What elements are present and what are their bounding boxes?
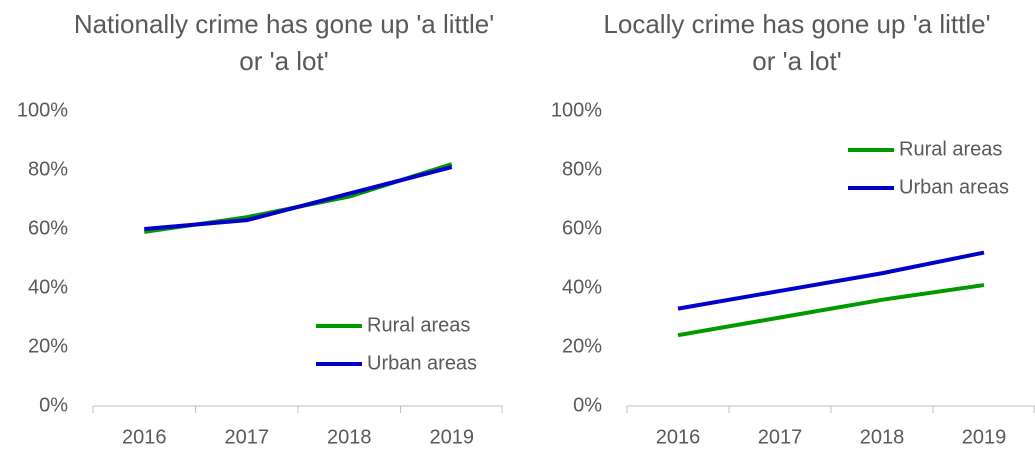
x-tick-label: 2019	[962, 426, 1007, 448]
y-tick-label: 80%	[28, 158, 68, 180]
x-tick-label: 2018	[327, 426, 372, 448]
y-tick-label: 40%	[28, 276, 68, 298]
y-tick-label: 0%	[39, 394, 68, 416]
y-tick-label: 80%	[562, 158, 602, 180]
x-tick-label: 2016	[656, 426, 701, 448]
series-line	[144, 165, 453, 231]
y-tick-label: 60%	[562, 217, 602, 239]
x-tick-label: 2016	[122, 426, 167, 448]
legend-label: Urban areas	[899, 176, 1009, 198]
x-tick-label: 2017	[225, 426, 270, 448]
y-tick-label: 100%	[551, 99, 602, 121]
y-tick-label: 20%	[562, 335, 602, 357]
x-tick-label: 2017	[758, 426, 803, 448]
y-tick-label: 20%	[28, 335, 68, 357]
y-tick-label: 60%	[28, 217, 68, 239]
series-line	[143, 162, 453, 234]
chart-title: Nationally crime has gone up 'a little' …	[73, 9, 495, 76]
legend-label: Rural areas	[367, 314, 470, 336]
chart-title: Locally crime has gone up 'a little' or …	[603, 9, 991, 76]
x-tick-label: 2019	[430, 426, 475, 448]
y-tick-label: 0%	[573, 394, 602, 416]
legend-label: Urban areas	[367, 352, 477, 374]
series-line	[677, 250, 985, 311]
legend-label: Rural areas	[899, 138, 1002, 160]
x-tick-label: 2018	[860, 426, 905, 448]
y-tick-label: 100%	[17, 99, 68, 121]
y-tick-label: 40%	[562, 276, 602, 298]
series-line	[677, 283, 985, 338]
